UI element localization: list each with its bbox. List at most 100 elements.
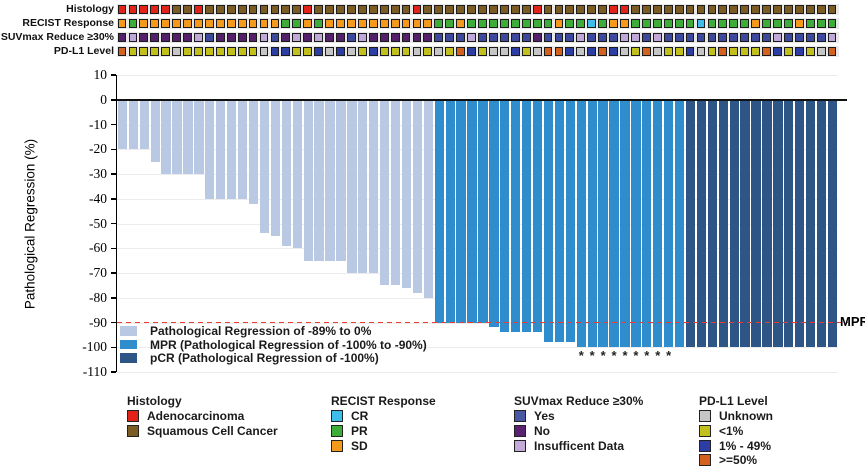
track-cell-histology <box>773 5 782 14</box>
y-tick <box>110 321 116 324</box>
track-cell-suvmax <box>434 33 444 42</box>
track-cell-pdl1 <box>762 47 771 56</box>
track-cell-recist <box>412 19 422 28</box>
track-cell-histology <box>827 5 837 14</box>
patient-bar-reg <box>205 99 215 199</box>
track-cell-histology <box>478 5 487 14</box>
track-cell-recist <box>139 19 149 28</box>
y-tick <box>110 247 116 249</box>
track-cell-recist <box>805 19 815 28</box>
track-cell-recist <box>150 19 160 28</box>
track-label-recist: RECIST Response <box>22 16 114 29</box>
patient-bar-mpr <box>478 99 488 323</box>
track-cell-recist <box>576 19 586 28</box>
track-cell-histology <box>663 5 673 14</box>
patient-bar-reg <box>401 99 412 288</box>
patient-bar-pcr <box>784 99 794 348</box>
track-cell-histology <box>718 5 728 14</box>
track-label-suvmax: SUVmax Reduce ≥30% <box>0 30 114 43</box>
track-cell-histology <box>729 5 739 14</box>
track-cell-pdl1 <box>237 47 247 56</box>
track-cell-pdl1 <box>641 47 651 56</box>
track-cell-pdl1 <box>423 47 433 56</box>
zero-baseline <box>117 98 847 101</box>
patient-bar-mpr <box>467 99 477 323</box>
track-cell-pdl1 <box>226 47 236 56</box>
track-cell-suvmax <box>379 33 389 42</box>
track-cell-recist <box>707 19 717 28</box>
track-cell-pdl1 <box>117 47 127 56</box>
asterisk-mark: * <box>666 347 672 363</box>
legend-label-pcr: pCR (Pathological Regression of -100%) <box>150 351 379 366</box>
track-cell-suvmax <box>303 33 313 42</box>
track-cell-suvmax <box>641 33 651 42</box>
track-cell-suvmax <box>292 33 302 42</box>
track-cell-histology <box>554 5 564 14</box>
gridline <box>117 372 838 373</box>
track-cell-histology <box>532 5 542 14</box>
gridline <box>117 149 838 151</box>
legend-item-label: CR <box>351 409 369 423</box>
patient-bar-pcr <box>762 99 772 348</box>
track-cell-histology <box>499 5 509 14</box>
patient-bar-mpr <box>598 99 608 348</box>
legend-item-label: Insufficent Data <box>534 438 625 453</box>
patient-bar-mpr <box>576 99 586 348</box>
track-cell-pdl1 <box>587 47 597 56</box>
legend-label-reg: Pathological Regression of -89% to 0% <box>150 324 372 338</box>
legend-swatch-reg <box>120 326 137 336</box>
track-cell-suvmax <box>139 33 149 42</box>
patient-bar-pcr <box>806 99 816 348</box>
patient-bar-pcr <box>707 99 717 348</box>
track-cell-recist <box>729 19 739 28</box>
track-cell-recist <box>794 19 804 28</box>
track-cell-histology <box>652 5 662 14</box>
patient-bar-pcr <box>685 99 696 348</box>
legend-group-title: Histology <box>127 394 182 408</box>
track-cell-recist <box>554 19 564 28</box>
patient-bar-mpr <box>521 99 532 333</box>
patient-bar-mpr <box>434 99 444 323</box>
y-tick <box>110 173 116 175</box>
track-cell-histology <box>172 5 182 14</box>
track-cell-pdl1 <box>445 47 455 56</box>
track-cell-pdl1 <box>685 47 695 56</box>
track-cell-histology <box>117 5 127 14</box>
track-cell-pdl1 <box>489 47 498 56</box>
patient-bar-reg <box>347 99 357 273</box>
y-tick-label: -70 <box>89 265 107 280</box>
asterisk-mark: * <box>655 347 661 363</box>
track-cell-suvmax <box>489 33 498 42</box>
track-cell-pdl1 <box>292 47 302 56</box>
track-cell-histology <box>620 5 629 14</box>
track-cell-pdl1 <box>456 47 466 56</box>
track-cell-pdl1 <box>532 47 542 56</box>
track-cell-recist <box>117 19 127 28</box>
track-cell-pdl1 <box>248 47 258 56</box>
patient-bar-pcr <box>696 99 707 348</box>
patient-bar-mpr <box>587 99 597 348</box>
patient-bar-reg <box>379 99 390 286</box>
track-cell-pdl1 <box>827 47 837 56</box>
patient-bar-mpr <box>554 99 565 343</box>
track-cell-pdl1 <box>314 47 324 56</box>
patient-bar-mpr <box>456 99 466 323</box>
legend-item-label: Adenocarcinoma <box>147 409 245 423</box>
legend-item-label: >=50% <box>719 453 758 468</box>
track-cell-histology <box>751 5 760 14</box>
track-cell-suvmax <box>762 33 771 42</box>
patient-bar-reg <box>128 99 139 150</box>
track-cell-suvmax <box>412 33 422 42</box>
legend-item-swatch <box>127 424 139 437</box>
patient-bar-reg <box>117 99 128 150</box>
track-cell-histology <box>325 5 334 14</box>
legend-item-swatch <box>127 410 139 422</box>
patient-bar-mpr <box>445 99 455 323</box>
patient-bar-pcr <box>773 99 783 348</box>
legend-item-swatch <box>514 424 526 437</box>
track-cell-recist <box>532 19 542 28</box>
patient-bar-reg <box>281 99 291 246</box>
y-tick-label: -60 <box>89 240 107 256</box>
y-axis-title: Pathological Regression (%) <box>22 138 38 310</box>
track-cell-pdl1 <box>281 47 291 56</box>
